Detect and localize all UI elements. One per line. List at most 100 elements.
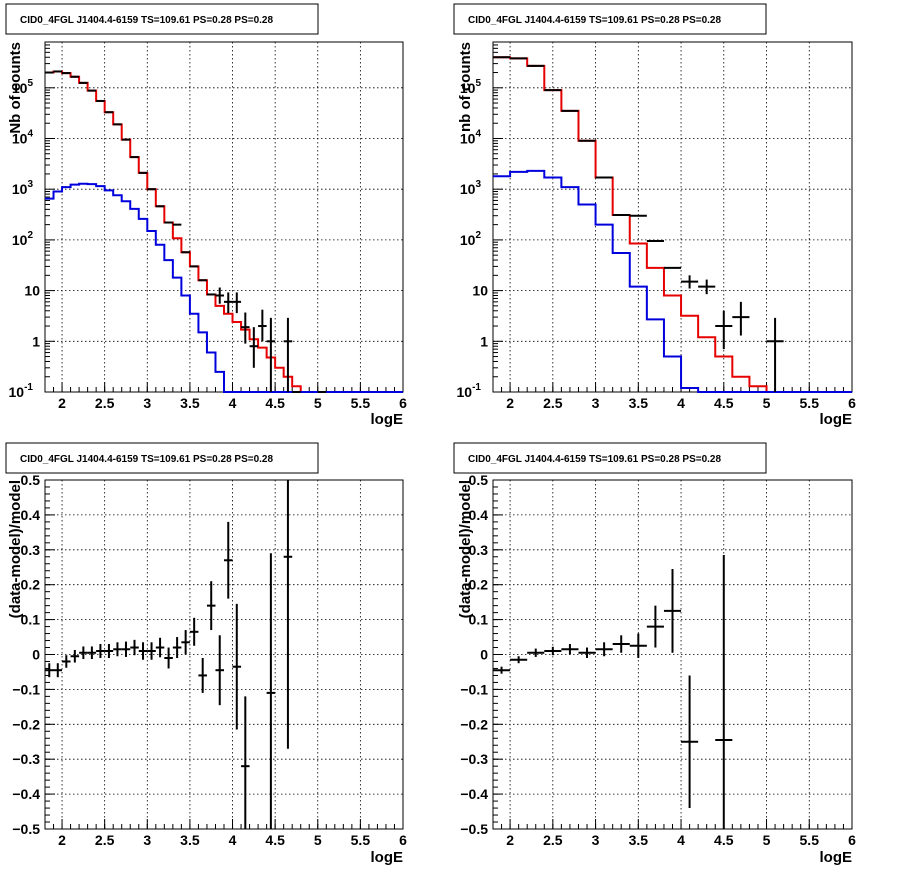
x-axis-title: logE bbox=[820, 849, 853, 866]
y-tick-label-base: 0.1 bbox=[469, 612, 489, 628]
x-tick-label: 3.5 bbox=[629, 832, 649, 848]
series-line-total-model bbox=[45, 70, 403, 393]
y-tick-label: 102 bbox=[12, 230, 34, 248]
y-tick-label-base: 10 bbox=[460, 130, 476, 146]
x-tick-label: 3.5 bbox=[180, 395, 200, 411]
data-point bbox=[544, 646, 562, 656]
x-tick-label: 4 bbox=[229, 832, 237, 848]
y-tick-label-base: −0.1 bbox=[460, 681, 488, 697]
y-tick-label-base: 0.1 bbox=[21, 612, 41, 628]
data-point bbox=[766, 317, 784, 392]
x-tick-label: 3.5 bbox=[629, 395, 649, 411]
data-point bbox=[681, 675, 699, 809]
data-point bbox=[206, 581, 216, 631]
data-point bbox=[53, 663, 63, 678]
y-tick-label-base: 0 bbox=[32, 647, 40, 663]
x-tick-label: 3.5 bbox=[180, 832, 200, 848]
y-tick-label: −0.2 bbox=[460, 716, 488, 732]
y-tick-label-base: 0.5 bbox=[21, 472, 41, 488]
x-tick-label: 4.5 bbox=[714, 832, 734, 848]
data-point bbox=[87, 646, 97, 660]
data-point bbox=[232, 603, 242, 730]
y-tick-label-base: 10 bbox=[460, 181, 476, 197]
data-point bbox=[79, 646, 88, 660]
y-tick-label: 0.2 bbox=[469, 577, 489, 593]
y-axis-title: nb of counts bbox=[457, 42, 474, 132]
data-point bbox=[561, 644, 579, 655]
data-point bbox=[232, 292, 242, 314]
y-tick-label-base: 0.4 bbox=[469, 507, 489, 523]
y-tick-label: 105 bbox=[460, 78, 482, 96]
y-tick-label: −0.3 bbox=[460, 751, 488, 767]
chart-title: CID0_4FGL J1404.4-6159 TS=109.61 PS=0.28… bbox=[468, 454, 721, 465]
y-tick-label-base: 0.2 bbox=[469, 577, 489, 593]
y-tick-label: 0.1 bbox=[469, 612, 489, 628]
y-tick-label: 0.2 bbox=[21, 577, 41, 593]
x-tick-label: 3 bbox=[143, 395, 151, 411]
x-tick-label: 2.5 bbox=[95, 832, 115, 848]
data-point bbox=[70, 649, 80, 663]
y-tick-label-exponent: -1 bbox=[472, 382, 481, 393]
y-tick-label-base: −0.5 bbox=[12, 821, 40, 837]
y-tick-label: 0.5 bbox=[21, 472, 41, 488]
data-point bbox=[121, 641, 131, 657]
data-point bbox=[266, 553, 276, 829]
y-tick-label: 0 bbox=[480, 647, 488, 663]
data-point bbox=[130, 639, 139, 656]
y-tick-label-base: −0.3 bbox=[460, 751, 488, 767]
y-tick-label-base: 10 bbox=[472, 283, 488, 299]
data-point bbox=[96, 644, 105, 658]
y-tick-label-base: 10 bbox=[460, 80, 476, 96]
x-tick-label: 5.5 bbox=[800, 395, 820, 411]
x-tick-label: 3 bbox=[592, 832, 600, 848]
chart-title: CID0_4FGL J1404.4-6159 TS=109.61 PS=0.28… bbox=[468, 15, 721, 26]
x-tick-label: 5 bbox=[314, 832, 322, 848]
y-tick-label-base: −0.4 bbox=[12, 786, 40, 802]
x-tick-label: 6 bbox=[399, 832, 407, 848]
series-line-total-model bbox=[493, 56, 852, 393]
x-tick-label: 4.5 bbox=[265, 395, 285, 411]
data-point bbox=[198, 657, 207, 693]
data-point bbox=[224, 521, 233, 599]
data-point bbox=[62, 655, 71, 668]
y-tick-label: 103 bbox=[12, 179, 34, 197]
y-tick-label-base: −0.1 bbox=[12, 681, 40, 697]
y-tick-label-base: 10 bbox=[9, 384, 25, 400]
y-tick-label: 0.3 bbox=[21, 542, 41, 558]
y-tick-label-base: 10 bbox=[12, 232, 28, 248]
data-point bbox=[266, 317, 276, 392]
chart-panel-top-right: CID0_4FGL J1404.4-6159 TS=109.61 PS=0.28… bbox=[453, 3, 856, 428]
x-tick-label: 5 bbox=[314, 395, 322, 411]
x-axis-title: logE bbox=[371, 411, 404, 428]
data-point bbox=[715, 555, 733, 829]
data-point bbox=[612, 635, 630, 653]
data-point bbox=[510, 656, 528, 664]
plot-frame bbox=[492, 41, 853, 393]
y-tick-label: −0.1 bbox=[460, 681, 488, 697]
x-tick-label: 2 bbox=[58, 832, 66, 848]
x-tick-label: 2 bbox=[506, 832, 514, 848]
data-point bbox=[241, 696, 250, 829]
title-box bbox=[5, 442, 319, 474]
data-point bbox=[681, 275, 699, 289]
data-point bbox=[258, 309, 267, 342]
y-tick-label-base: 0 bbox=[480, 647, 488, 663]
y-tick-label: 10 bbox=[24, 283, 40, 299]
data-point bbox=[215, 287, 224, 304]
y-tick-label-base: 10 bbox=[12, 80, 28, 96]
data-point bbox=[283, 317, 293, 392]
data-point bbox=[249, 327, 259, 368]
data-point bbox=[629, 633, 647, 658]
y-tick-label-base: 0.3 bbox=[469, 542, 489, 558]
data-point bbox=[732, 301, 750, 336]
title-box bbox=[453, 442, 767, 474]
x-tick-label: 3 bbox=[143, 832, 151, 848]
y-tick-label: 0.1 bbox=[21, 612, 41, 628]
series-line-source-model bbox=[45, 182, 403, 393]
y-tick-label-exponent: 3 bbox=[27, 179, 33, 190]
chart-title: CID0_4FGL J1404.4-6159 TS=109.61 PS=0.28… bbox=[20, 454, 273, 465]
data-point bbox=[663, 568, 682, 653]
x-axis-title: logE bbox=[371, 849, 404, 866]
x-tick-label: 2.5 bbox=[95, 395, 115, 411]
data-point bbox=[493, 666, 511, 674]
